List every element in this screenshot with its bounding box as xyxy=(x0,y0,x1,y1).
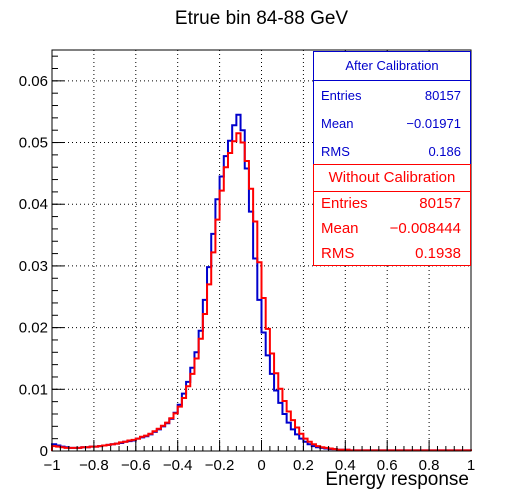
x-tick-label: 0.6 xyxy=(377,457,398,474)
stats-value: 80157 xyxy=(424,88,461,103)
stats-label: RMS xyxy=(321,144,350,159)
x-tick-label: 0.4 xyxy=(335,457,356,474)
stats-box-after-calibration: After Calibration Entries 80157 Mean −0.… xyxy=(313,51,471,166)
series-layer xyxy=(51,113,472,452)
stats-box-after-header: After Calibration xyxy=(314,52,470,81)
stats-label: Entries xyxy=(321,88,362,103)
x-tick-label: −0.8 xyxy=(79,457,109,474)
x-tick-label: −0.4 xyxy=(163,457,193,474)
x-tick-label: −1 xyxy=(43,457,60,474)
axis-layer: −1 −0.8 −0.6 −0.4 −0.2 0 0.2 0.4 0.6 0.8 1 0 0.01 0.0… xyxy=(19,55,475,474)
stats-box-without-header: Without Calibration xyxy=(314,165,470,192)
y-tick-label: 0.05 xyxy=(19,135,48,152)
x-axis-label: Energy response xyxy=(325,469,469,490)
x-tick-label: −0.2 xyxy=(205,457,235,474)
chart-title: Etrue bin 84-88 GeV xyxy=(174,8,349,29)
stats-label: Entries xyxy=(321,195,368,212)
x-tick-label: −0.6 xyxy=(121,457,151,474)
histogram-series-without-calibration xyxy=(51,132,472,452)
stats-value: 0.186 xyxy=(428,144,461,159)
y-tick-label: 0.01 xyxy=(19,381,48,398)
y-tick-label: 0.06 xyxy=(19,73,48,90)
stats-label: RMS xyxy=(321,245,355,262)
y-tick-label: 0.02 xyxy=(19,320,48,337)
stats-label: Mean xyxy=(321,116,354,131)
stats-value: −0.01971 xyxy=(406,116,461,131)
stats-box-without-calibration: Without Calibration Entries 80157 Mean −… xyxy=(313,164,471,266)
y-tick-label: 0 xyxy=(40,443,48,460)
stats-label: Mean xyxy=(321,220,359,237)
y-tick-label: 0.03 xyxy=(19,258,48,275)
y-tick-label: 0.04 xyxy=(19,196,48,213)
stats-value: 80157 xyxy=(419,195,461,212)
stats-value: 0.1938 xyxy=(415,245,461,262)
x-tick-label: 1 xyxy=(467,457,475,474)
x-tick-label: 0 xyxy=(257,457,265,474)
stats-value: −0.008444 xyxy=(389,220,461,237)
x-tick-label: 0.2 xyxy=(293,457,314,474)
x-tick-label: 0.8 xyxy=(419,457,440,474)
